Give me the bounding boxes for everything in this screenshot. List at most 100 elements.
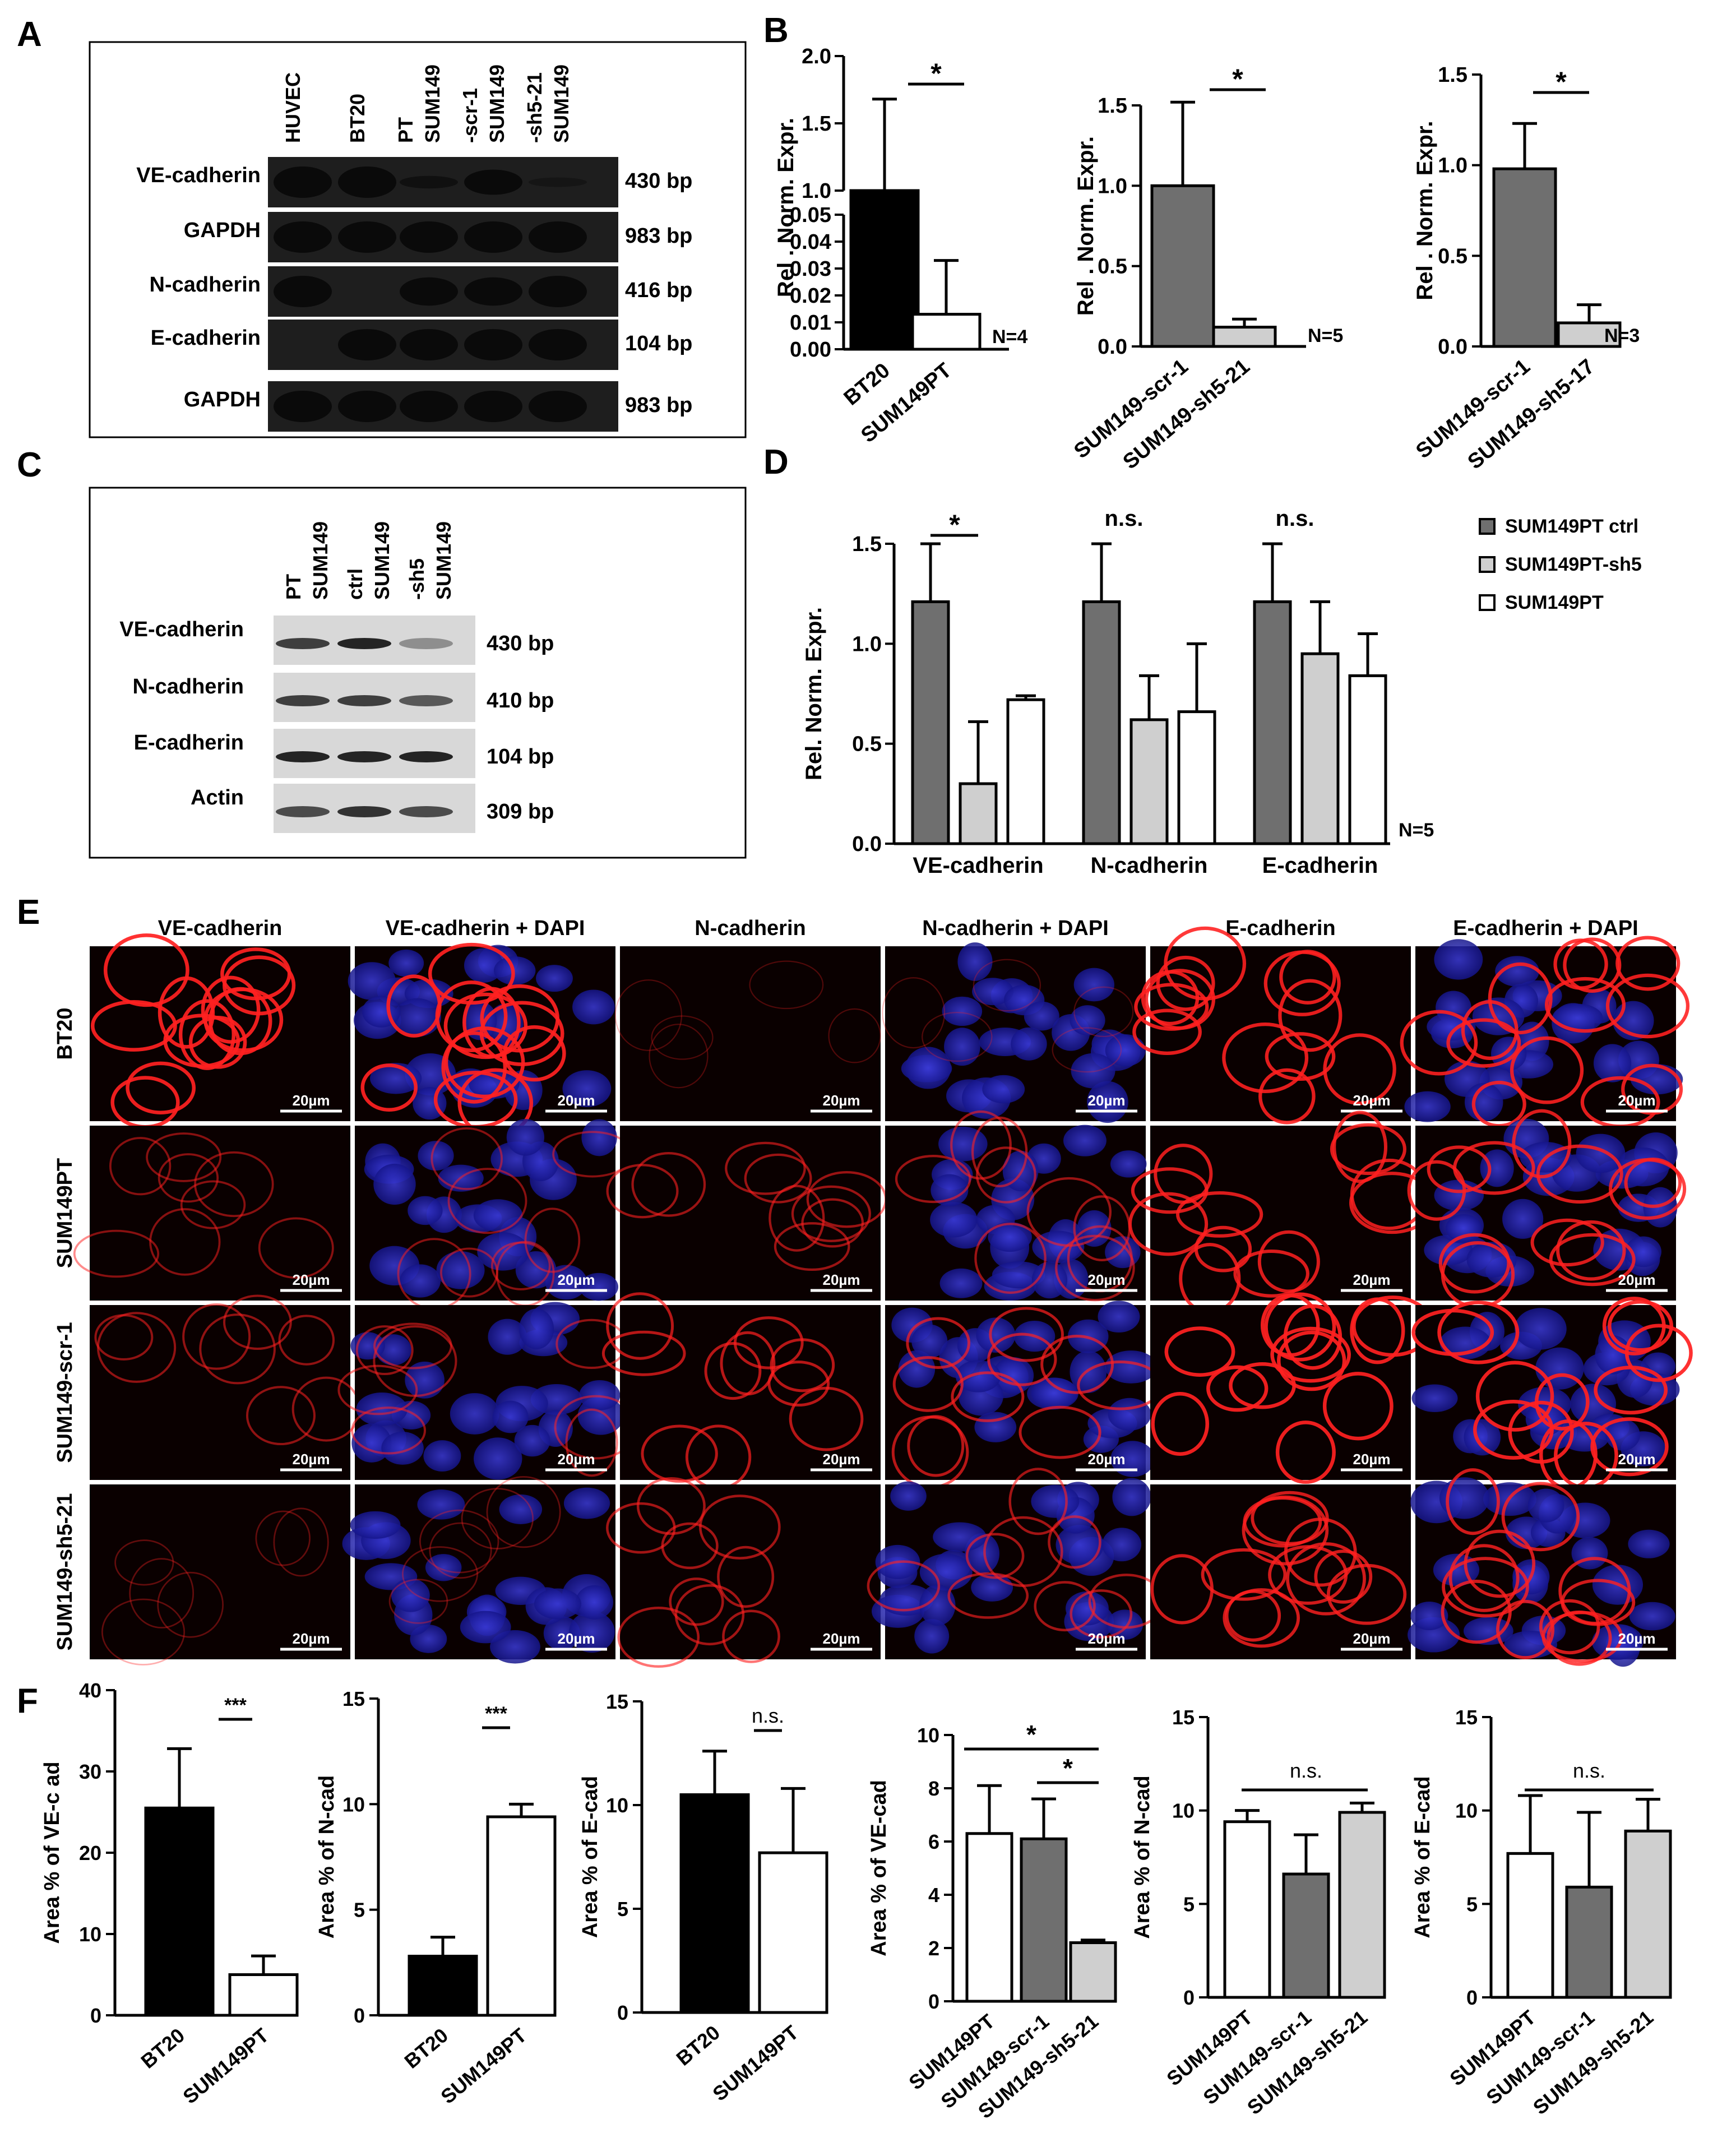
- micrograph: 20µm: [90, 1484, 350, 1665]
- membrane-outline: [1323, 1033, 1396, 1105]
- membrane-outline: [725, 1141, 806, 1195]
- category-label: VE-cadherin: [913, 853, 1043, 878]
- gel-band: [529, 329, 587, 360]
- scale-bar-label: 20µm: [1618, 1451, 1655, 1468]
- bar: [1082, 600, 1121, 845]
- n-label: N=4: [992, 326, 1027, 348]
- membrane-outline: [1590, 1417, 1669, 1477]
- nucleus: [1112, 1478, 1151, 1516]
- membrane-outline: [1257, 1230, 1320, 1293]
- bar: [1624, 1829, 1672, 1999]
- nucleus: [350, 1511, 401, 1539]
- category-label: BT20: [400, 2024, 452, 2073]
- nucleus: [400, 1264, 441, 1298]
- membrane-outline: [1242, 1495, 1329, 1566]
- nucleus: [450, 1393, 499, 1435]
- bar: [911, 600, 950, 845]
- membrane-outline: [1530, 1218, 1604, 1267]
- gel-band: [337, 695, 391, 706]
- nucleus: [356, 1392, 408, 1426]
- micrograph: 20µm: [1132, 926, 1411, 1125]
- nucleus: [514, 1424, 550, 1457]
- y-tick-label: 0: [1466, 1986, 1478, 2009]
- membrane-outline: [435, 980, 508, 1052]
- micrograph: 20µm: [90, 933, 350, 1129]
- nucleus: [488, 1318, 527, 1355]
- scale-bar-label: 20µm: [557, 1451, 595, 1468]
- nucleus: [1105, 1034, 1146, 1067]
- membrane-outline: [1446, 1468, 1500, 1535]
- membrane-outline: [1446, 1018, 1521, 1068]
- gel-band: [276, 751, 330, 762]
- band-size: 430 bp: [625, 169, 692, 193]
- membrane-outline: [1496, 1599, 1555, 1659]
- bar: [1348, 674, 1387, 845]
- membrane-outline: [1276, 1330, 1346, 1391]
- gel-band: [529, 177, 587, 187]
- membrane-outline: [126, 1061, 196, 1114]
- scale-bar-label: 20µm: [1087, 1451, 1125, 1468]
- category-label: SUM149PT: [436, 2024, 531, 2108]
- membrane-outline: [1073, 986, 1134, 1038]
- y-tick-label: 30: [79, 1760, 101, 1783]
- gel-band: [400, 175, 458, 189]
- nucleus: [957, 942, 993, 981]
- nucleus: [972, 978, 1014, 1006]
- membrane-outline: [1488, 962, 1553, 1035]
- bar: [1506, 1852, 1554, 1999]
- bar: [849, 189, 920, 351]
- nucleus: [388, 949, 424, 977]
- category-label: BT20: [672, 2021, 724, 2070]
- y-tick-label: 1.5: [802, 112, 831, 136]
- membrane-outline: [1175, 1191, 1263, 1238]
- micrograph-bg: [1150, 1126, 1411, 1301]
- lane-label: SUM149: [421, 64, 444, 143]
- nucleus: [1439, 1326, 1491, 1359]
- nucleus: [375, 1334, 411, 1366]
- membrane-outline: [1437, 1301, 1520, 1364]
- lane-label: SUM149: [309, 521, 332, 600]
- membrane-outline: [1464, 1529, 1536, 1598]
- n-label: N=3: [1604, 325, 1640, 346]
- nucleus: [1063, 1125, 1107, 1156]
- micrograph: 20µm: [342, 1476, 615, 1664]
- membrane-outline: [950, 1110, 1012, 1180]
- legend-label: SUM149PT ctrl: [1505, 516, 1638, 537]
- y-tick-label: 8: [928, 1777, 939, 1800]
- membrane-outline: [1448, 1544, 1520, 1612]
- gel-panel-a: HUVEC BT20 SUM149PT SUM149-scr-1 SUM149-sh5-…: [89, 41, 747, 438]
- lane-label: PT: [394, 117, 417, 143]
- micrograph-bg: [90, 946, 350, 1121]
- membrane-outline: [430, 1127, 503, 1190]
- y-tick-label: 0.5: [852, 733, 882, 756]
- y-axis-label: Area % of N-cad: [315, 1775, 339, 1938]
- bar: [1020, 1837, 1068, 2003]
- nucleus: [562, 1070, 612, 1107]
- membrane-outline: [441, 1031, 507, 1104]
- membrane-outline: [351, 1407, 426, 1455]
- lane-label: SUM149: [371, 521, 394, 600]
- nucleus: [563, 1487, 610, 1519]
- gel-band: [399, 806, 453, 817]
- membrane-outline: [273, 1507, 329, 1577]
- membrane-outline: [1034, 1581, 1096, 1632]
- band-size: 104 bp: [487, 745, 554, 769]
- micrograph-bg: [620, 1484, 881, 1659]
- membrane-outline: [203, 987, 284, 1052]
- sig-label: *: [1026, 1720, 1036, 1749]
- gel-band: [338, 329, 396, 360]
- column-header: VE-cadherin + DAPI: [386, 917, 585, 940]
- bar: [965, 1832, 1013, 2003]
- nucleus: [1411, 1384, 1458, 1412]
- band-size: 430 bp: [487, 632, 554, 655]
- nucleus: [1031, 1484, 1080, 1518]
- gel-band: [274, 391, 332, 422]
- scale-bar-label: 20µm: [822, 1630, 860, 1647]
- nucleus: [976, 1317, 1016, 1353]
- membrane-outline: [774, 1222, 850, 1271]
- micrograph: 20µm: [1128, 1111, 1436, 1315]
- nucleus: [1073, 968, 1115, 1002]
- membrane-outline: [770, 1338, 835, 1392]
- nucleus: [1107, 1609, 1143, 1640]
- membrane-outline: [1400, 1010, 1478, 1076]
